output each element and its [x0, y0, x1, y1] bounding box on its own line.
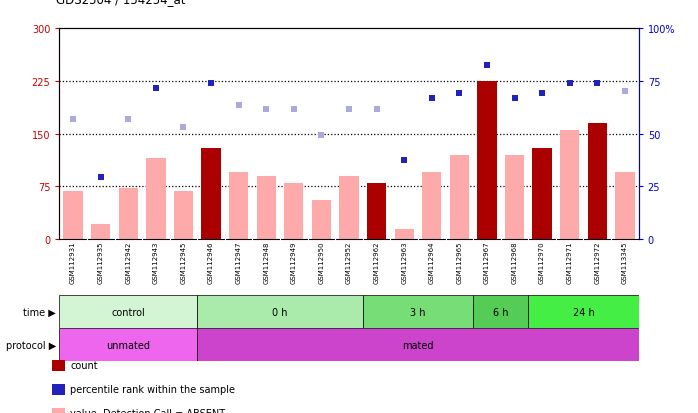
Text: time ▶: time ▶	[23, 307, 56, 317]
Point	[205, 81, 216, 87]
Point	[454, 90, 465, 97]
Bar	[64, 192, 83, 240]
Text: GSM112952: GSM112952	[346, 241, 352, 283]
Bar	[59, 328, 198, 361]
Bar	[202, 148, 221, 240]
Text: GSM112943: GSM112943	[153, 241, 159, 284]
Text: GSM112942: GSM112942	[126, 241, 131, 283]
Bar	[284, 183, 304, 240]
Bar	[477, 82, 496, 240]
Bar	[505, 155, 524, 240]
Text: GSM112964: GSM112964	[429, 241, 435, 284]
Bar	[174, 191, 193, 240]
Text: GSM112967: GSM112967	[484, 241, 490, 284]
Text: GSM112965: GSM112965	[456, 241, 462, 284]
Point	[509, 96, 520, 102]
Text: 24 h: 24 h	[572, 307, 595, 317]
Text: GSM112931: GSM112931	[70, 241, 76, 284]
Point	[95, 174, 106, 181]
Text: mated: mated	[402, 340, 433, 350]
Point	[343, 106, 355, 113]
Point	[426, 96, 438, 102]
Bar	[450, 155, 469, 240]
Text: protocol ▶: protocol ▶	[6, 340, 56, 350]
Bar	[615, 173, 634, 240]
Bar	[198, 295, 363, 328]
Point	[68, 117, 79, 123]
Text: GSM112948: GSM112948	[263, 241, 269, 284]
Text: GSM112963: GSM112963	[401, 241, 407, 284]
Bar	[560, 131, 579, 240]
Text: unmated: unmated	[106, 340, 150, 350]
Point	[592, 81, 603, 87]
Bar	[257, 176, 276, 240]
Point	[371, 106, 383, 113]
Bar	[528, 295, 639, 328]
Bar	[91, 224, 110, 240]
Bar	[229, 173, 248, 240]
Text: control: control	[112, 307, 145, 317]
Text: count: count	[70, 361, 98, 370]
Bar	[533, 148, 551, 240]
Bar	[312, 201, 331, 240]
Point	[123, 117, 134, 123]
Point	[150, 85, 161, 92]
Text: GSM112968: GSM112968	[512, 241, 517, 284]
Text: 3 h: 3 h	[410, 307, 426, 317]
Bar	[588, 124, 607, 240]
Text: 6 h: 6 h	[493, 307, 508, 317]
Text: GSM113345: GSM113345	[622, 241, 628, 284]
Point	[482, 62, 493, 69]
Bar	[147, 159, 165, 240]
Text: GSM112972: GSM112972	[594, 241, 600, 284]
Text: GSM112946: GSM112946	[208, 241, 214, 284]
Text: GSM112971: GSM112971	[567, 241, 572, 284]
Text: GSM112949: GSM112949	[291, 241, 297, 284]
Point	[537, 90, 548, 97]
Point	[619, 89, 630, 95]
Bar	[363, 295, 473, 328]
Text: GSM112935: GSM112935	[98, 241, 104, 284]
Text: percentile rank within the sample: percentile rank within the sample	[70, 385, 235, 394]
Point	[288, 106, 299, 113]
Bar	[119, 189, 138, 240]
Point	[564, 81, 575, 87]
Text: GSM112945: GSM112945	[181, 241, 186, 283]
Point	[260, 106, 272, 113]
Text: value, Detection Call = ABSENT: value, Detection Call = ABSENT	[70, 408, 225, 413]
Point	[315, 132, 327, 139]
Text: GSM112970: GSM112970	[539, 241, 545, 284]
Point	[233, 103, 244, 109]
Bar	[394, 229, 414, 240]
Text: GSM112947: GSM112947	[236, 241, 242, 284]
Bar	[59, 295, 198, 328]
Bar	[473, 295, 528, 328]
Text: GDS2504 / 154254_at: GDS2504 / 154254_at	[56, 0, 186, 6]
Point	[399, 157, 410, 164]
Text: GSM112962: GSM112962	[373, 241, 380, 284]
Point	[178, 124, 189, 131]
Bar	[367, 183, 386, 240]
Bar	[339, 176, 359, 240]
Text: GSM112950: GSM112950	[318, 241, 325, 284]
Text: 0 h: 0 h	[272, 307, 288, 317]
Bar	[198, 328, 639, 361]
Bar	[422, 173, 441, 240]
